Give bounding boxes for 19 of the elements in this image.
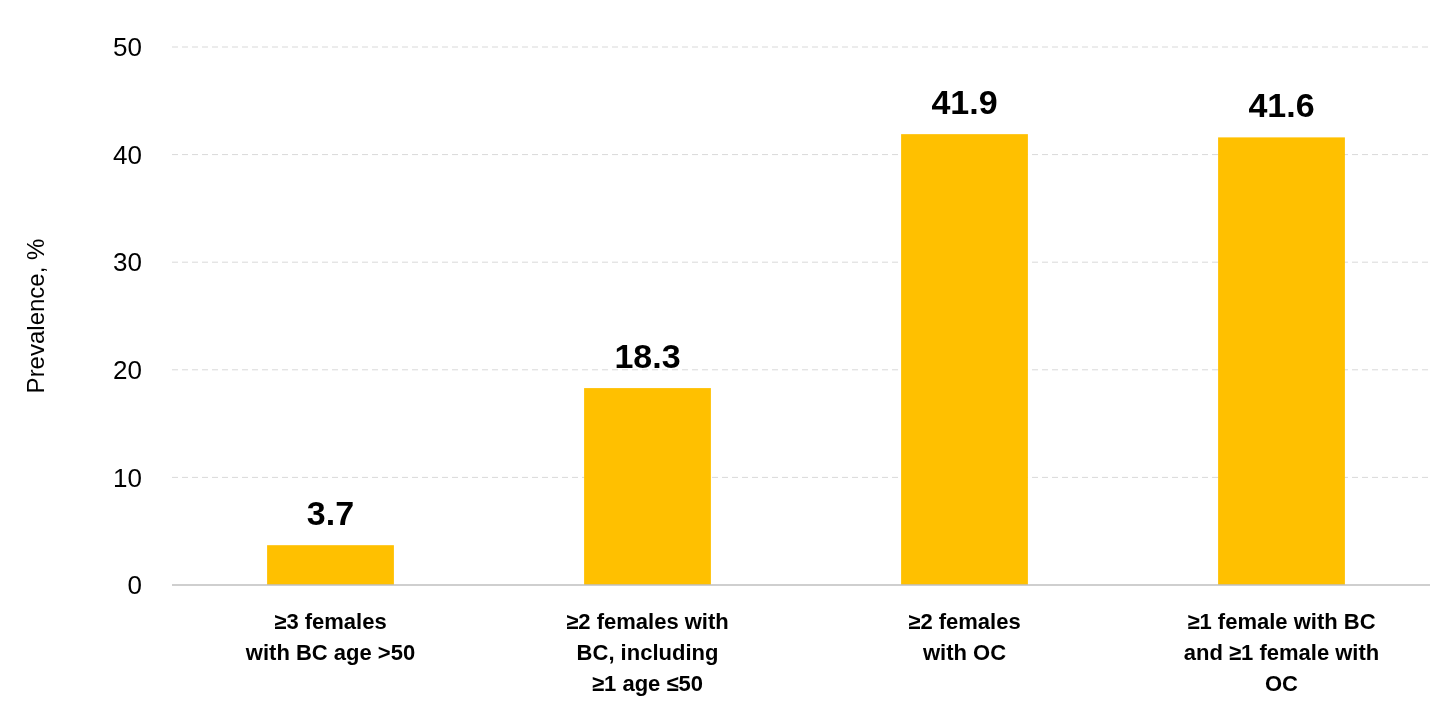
data-label: 41.6 xyxy=(1248,86,1315,125)
y-axis-title: Prevalence, % xyxy=(22,238,49,394)
data-label: 3.7 xyxy=(306,494,355,533)
x-tick-label: ≥2 females with OC xyxy=(908,609,1021,665)
bar xyxy=(1218,137,1345,585)
bar xyxy=(584,388,711,585)
x-tick-label: ≥3 females with BC age >50 xyxy=(244,609,416,665)
data-label: 41.9 xyxy=(931,83,998,122)
y-tick-label: 0 xyxy=(127,570,142,601)
y-tick-label: 20 xyxy=(113,354,142,385)
y-tick-label: 10 xyxy=(113,462,142,493)
bar xyxy=(901,134,1028,585)
y-tick-label: 50 xyxy=(113,32,142,63)
y-tick-label: 40 xyxy=(113,139,142,170)
y-tick-label: 30 xyxy=(113,247,142,278)
x-tick-label: ≥2 females with BC, including ≥1 age ≤50 xyxy=(566,609,729,696)
bar xyxy=(267,545,394,585)
data-label: 18.3 xyxy=(614,337,681,376)
x-tick-label: ≥1 female with BC and ≥1 female with OC xyxy=(1183,609,1380,696)
